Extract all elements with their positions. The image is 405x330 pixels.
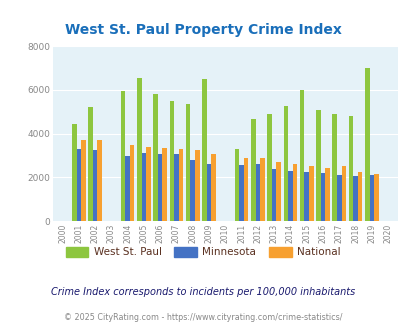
Bar xyxy=(348,116,352,221)
Bar xyxy=(194,150,199,221)
Bar xyxy=(93,150,97,221)
Bar xyxy=(125,155,130,221)
Bar xyxy=(234,149,239,221)
Bar xyxy=(283,106,288,221)
Bar xyxy=(364,68,369,221)
Bar xyxy=(178,149,183,221)
Bar xyxy=(320,173,324,221)
Bar xyxy=(299,90,304,221)
Bar xyxy=(158,154,162,221)
Bar xyxy=(260,158,264,221)
Bar xyxy=(174,154,178,221)
Bar xyxy=(357,172,362,221)
Bar xyxy=(341,166,345,221)
Bar xyxy=(162,148,166,221)
Bar xyxy=(81,140,85,221)
Legend: West St. Paul, Minnesota, National: West St. Paul, Minnesota, National xyxy=(62,244,343,260)
Bar xyxy=(315,110,320,221)
Bar xyxy=(153,94,158,221)
Bar xyxy=(72,124,77,221)
Bar xyxy=(202,79,206,221)
Bar xyxy=(292,164,296,221)
Bar xyxy=(304,172,308,221)
Text: © 2025 CityRating.com - https://www.cityrating.com/crime-statistics/: © 2025 CityRating.com - https://www.city… xyxy=(64,313,341,322)
Bar xyxy=(88,108,93,221)
Bar xyxy=(77,149,81,221)
Bar xyxy=(373,174,378,221)
Bar xyxy=(336,175,341,221)
Bar xyxy=(332,114,336,221)
Bar xyxy=(137,78,141,221)
Text: Crime Index corresponds to incidents per 100,000 inhabitants: Crime Index corresponds to incidents per… xyxy=(51,287,354,297)
Bar xyxy=(130,145,134,221)
Bar xyxy=(276,162,280,221)
Text: West St. Paul Property Crime Index: West St. Paul Property Crime Index xyxy=(64,23,341,37)
Bar xyxy=(308,166,313,221)
Bar xyxy=(288,171,292,221)
Bar xyxy=(146,147,150,221)
Bar xyxy=(266,114,271,221)
Bar xyxy=(243,158,248,221)
Bar xyxy=(169,101,174,221)
Bar xyxy=(97,140,102,221)
Bar xyxy=(255,164,260,221)
Bar xyxy=(141,153,146,221)
Bar xyxy=(250,119,255,221)
Bar xyxy=(211,154,215,221)
Bar xyxy=(271,169,276,221)
Bar xyxy=(239,165,243,221)
Bar xyxy=(206,164,211,221)
Bar xyxy=(369,175,373,221)
Bar xyxy=(185,104,190,221)
Bar xyxy=(121,91,125,221)
Bar xyxy=(190,160,194,221)
Bar xyxy=(352,176,357,221)
Bar xyxy=(324,168,329,221)
